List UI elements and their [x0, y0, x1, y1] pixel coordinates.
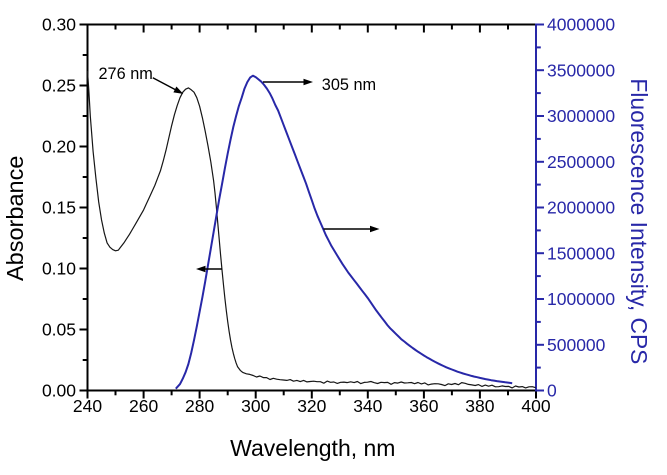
svg-text:0.05: 0.05 — [42, 320, 76, 340]
svg-text:0.00: 0.00 — [42, 381, 76, 401]
svg-text:300: 300 — [241, 396, 270, 416]
svg-text:4000000: 4000000 — [547, 15, 615, 35]
svg-text:2000000: 2000000 — [547, 198, 615, 218]
svg-text:Wavelength, nm: Wavelength, nm — [230, 435, 395, 461]
svg-text:1000000: 1000000 — [547, 289, 615, 309]
svg-text:0.20: 0.20 — [42, 137, 76, 157]
svg-text:0.15: 0.15 — [42, 198, 76, 218]
svg-text:0.10: 0.10 — [42, 259, 76, 279]
svg-text:380: 380 — [465, 396, 494, 416]
svg-text:500000: 500000 — [547, 335, 606, 355]
svg-text:320: 320 — [297, 396, 326, 416]
svg-text:340: 340 — [353, 396, 382, 416]
svg-text:360: 360 — [409, 396, 438, 416]
svg-text:400: 400 — [521, 396, 550, 416]
svg-text:240: 240 — [73, 396, 102, 416]
svg-text:Absorbance: Absorbance — [2, 156, 28, 281]
svg-text:280: 280 — [185, 396, 214, 416]
svg-text:1500000: 1500000 — [547, 243, 615, 263]
svg-text:0.30: 0.30 — [42, 15, 76, 35]
svg-text:0: 0 — [547, 381, 557, 401]
svg-text:276 nm: 276 nm — [99, 65, 153, 83]
svg-text:260: 260 — [129, 396, 158, 416]
svg-text:0.25: 0.25 — [42, 76, 76, 96]
svg-text:3000000: 3000000 — [547, 106, 615, 126]
svg-text:3500000: 3500000 — [547, 61, 615, 81]
svg-text:2500000: 2500000 — [547, 152, 615, 172]
svg-text:Fluorescence Intensity, CPS: Fluorescence Intensity, CPS — [626, 78, 652, 364]
svg-text:305 nm: 305 nm — [322, 76, 376, 94]
